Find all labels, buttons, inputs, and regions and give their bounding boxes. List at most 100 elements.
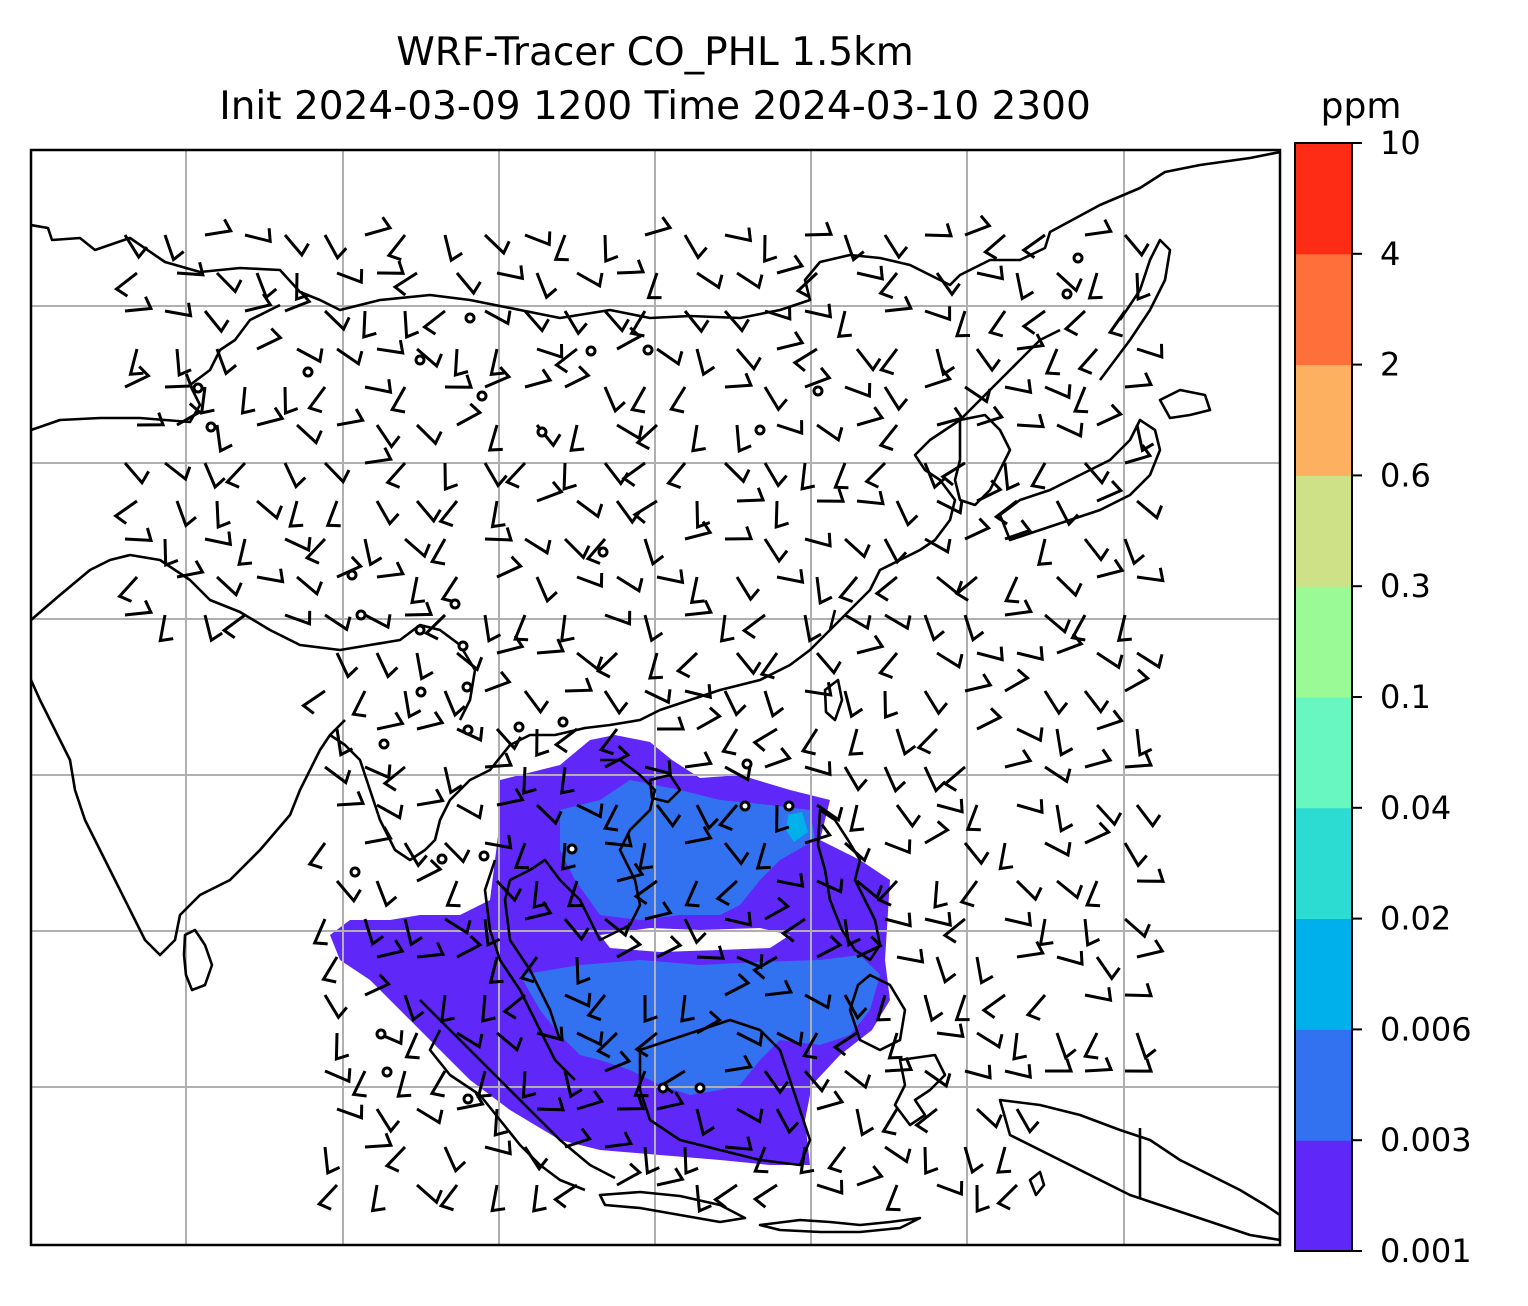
wind-barb [535, 803, 563, 826]
wind-barb [923, 994, 944, 1023]
wind-barb [396, 1070, 412, 1098]
wind-barb [124, 296, 154, 313]
wind-barb [755, 842, 771, 870]
wind-barb [1015, 1108, 1040, 1135]
wind-barb [375, 1108, 401, 1134]
wind-barb [117, 575, 139, 603]
calm-wind-circle [812, 385, 824, 397]
colorbar-tick-label: 0.6 [1380, 456, 1431, 494]
wind-barb [826, 1146, 847, 1174]
wind-barb [993, 499, 1018, 526]
wind-barb [364, 764, 392, 780]
wind-barb [128, 348, 144, 376]
wind-barb [1107, 310, 1127, 338]
wind-barb [856, 265, 885, 281]
wind-barb [523, 1146, 549, 1172]
wind-barb [536, 1026, 564, 1042]
wind-barb [204, 218, 234, 237]
wind-barb [553, 234, 569, 262]
wind-barb [975, 348, 1001, 373]
wind-barb [696, 706, 723, 731]
wind-barb [175, 500, 197, 528]
colorbar: ppm 0.001 0.003 0.006 0.02 0.04 0.1 0.3 0.6 2 4 10 [1294, 86, 1472, 1270]
wind-barb [484, 527, 514, 542]
wind-barb [924, 222, 954, 238]
wind-barb [696, 271, 724, 290]
wind-barb [375, 424, 401, 450]
wind-barb [376, 561, 406, 579]
wind-barb [496, 787, 525, 807]
calm-wind-circle [536, 426, 548, 438]
wind-barb [496, 555, 524, 579]
wind-barb [323, 234, 348, 261]
wind-barb [136, 412, 166, 427]
wind-barb [1055, 271, 1083, 294]
wind-barb [954, 575, 978, 602]
wind-barb [576, 1089, 605, 1111]
wind-barb [604, 744, 631, 769]
wind-barb [416, 1183, 443, 1205]
wind-barb [680, 994, 695, 1023]
wind-barb [691, 424, 706, 453]
wind-barb [936, 406, 965, 427]
wind-barb [325, 500, 341, 528]
wind-barb [1087, 272, 1103, 300]
wind-barb [656, 347, 684, 367]
wind-barb [965, 804, 981, 832]
wind-barb [836, 310, 852, 338]
wind-barb [776, 1031, 804, 1047]
wind-barb [283, 462, 307, 490]
wind-barb [203, 310, 230, 334]
wind-barb [633, 879, 658, 906]
wind-barb [855, 1108, 875, 1137]
wind-barb [1055, 804, 1074, 834]
wind-barb [323, 461, 351, 485]
wind-barb [535, 576, 558, 604]
plume-mid-level [560, 780, 815, 920]
wind-barb [484, 309, 512, 326]
wind-barb [843, 994, 868, 1021]
wind-barb [954, 310, 971, 338]
wind-barb [803, 614, 822, 643]
wind-barb [916, 727, 939, 755]
wind-barb [856, 1165, 884, 1187]
wind-barb [975, 956, 994, 985]
wind-barb [176, 261, 205, 277]
wind-barb [490, 500, 506, 529]
wind-barb [312, 918, 328, 946]
wind-barb [1124, 752, 1154, 769]
wind-barb [878, 348, 899, 376]
wind-barb [643, 614, 664, 643]
taiwan [823, 678, 844, 722]
wind-barb [1124, 1058, 1154, 1073]
wind-barb [724, 911, 753, 927]
wind-barb [816, 934, 843, 959]
korea [953, 413, 1012, 507]
wind-barb [735, 652, 762, 676]
wind-barb [336, 790, 366, 807]
wind-barb [440, 576, 459, 604]
wind-barb [763, 462, 788, 488]
wind-barb [335, 652, 359, 680]
wind-barb [843, 690, 864, 719]
wind-barb [363, 538, 383, 567]
wind-barb [416, 788, 445, 807]
wind-barb [215, 348, 238, 376]
wind-barb [564, 992, 592, 1009]
wind-barb [883, 234, 909, 260]
wind-barb [1004, 668, 1031, 693]
wind-barb [723, 310, 750, 334]
calm-wind-circle [783, 800, 795, 812]
indochina [503, 758, 657, 1041]
wind-barb [404, 537, 431, 559]
wind-barb [1123, 842, 1148, 868]
wind-barb [804, 303, 833, 319]
wind-barb [816, 1179, 844, 1195]
wind-barb [776, 569, 805, 584]
wind-barb [815, 652, 842, 676]
wind-barb [535, 728, 550, 758]
wind-barb [1003, 462, 1021, 492]
chart-title-line1: WRF-Tracer CO_PHL 1.5km [396, 30, 914, 75]
wind-barb [1135, 728, 1153, 758]
